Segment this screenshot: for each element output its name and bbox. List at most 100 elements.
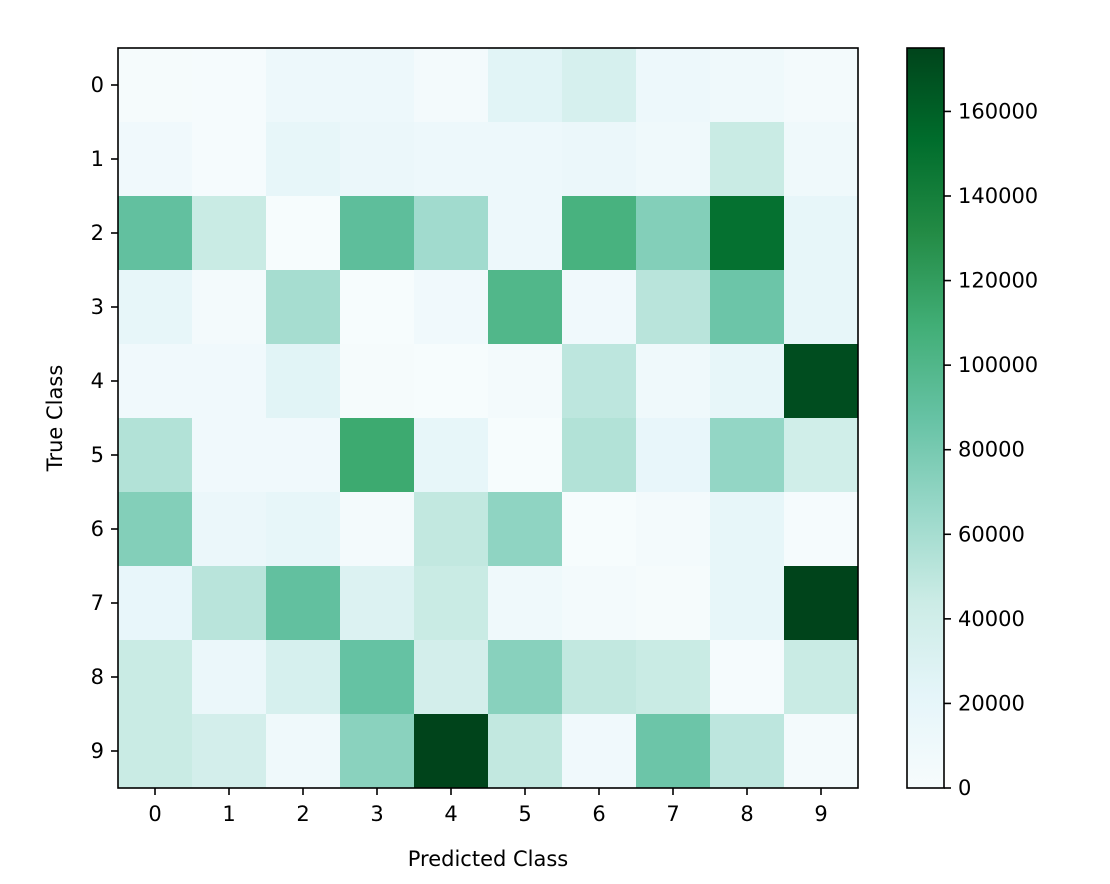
heatmap-cell xyxy=(562,418,637,493)
heatmap-cells xyxy=(118,48,859,789)
x-tick-label: 0 xyxy=(148,802,161,826)
colorbar-tick-label: 80000 xyxy=(958,438,1025,462)
heatmap-cell xyxy=(710,48,785,123)
y-tick-label: 9 xyxy=(91,739,104,763)
heatmap-cell xyxy=(488,196,563,271)
heatmap-cell xyxy=(784,48,859,123)
x-tick-label: 5 xyxy=(518,802,531,826)
colorbar-tick-label: 20000 xyxy=(958,691,1025,715)
heatmap-cell xyxy=(414,418,489,493)
heatmap-cell xyxy=(118,418,193,493)
heatmap-cell xyxy=(192,122,267,197)
heatmap-cell xyxy=(636,418,711,493)
heatmap-cell xyxy=(488,566,563,641)
heatmap-cell xyxy=(710,270,785,345)
heatmap-cell xyxy=(710,714,785,789)
heatmap-cell xyxy=(192,640,267,715)
colorbar-tick-label: 120000 xyxy=(958,269,1038,293)
heatmap-cell xyxy=(562,196,637,271)
y-tick-label: 3 xyxy=(91,295,104,319)
colorbar-tick-label: 140000 xyxy=(958,184,1038,208)
heatmap-cell xyxy=(340,640,415,715)
y-tick-label: 0 xyxy=(91,73,104,97)
heatmap-cell xyxy=(192,270,267,345)
heatmap-cell xyxy=(784,344,859,419)
heatmap-cell xyxy=(192,566,267,641)
heatmap-cell xyxy=(118,714,193,789)
heatmap-cell xyxy=(562,566,637,641)
x-tick-label: 8 xyxy=(740,802,753,826)
heatmap-cell xyxy=(710,492,785,567)
heatmap-cell xyxy=(266,270,341,345)
y-axis-ticks: 0 1 2 3 4 5 6 7 8 9 xyxy=(91,73,118,763)
heatmap-cell xyxy=(118,492,193,567)
heatmap-cell xyxy=(266,640,341,715)
heatmap-cell xyxy=(118,122,193,197)
heatmap-cell xyxy=(266,48,341,123)
heatmap-cell xyxy=(784,640,859,715)
x-axis-ticks: 0 1 2 3 4 5 6 7 8 9 xyxy=(148,788,828,826)
heatmap-cell xyxy=(562,122,637,197)
heatmap-cell xyxy=(414,714,489,789)
heatmap-cell xyxy=(414,196,489,271)
heatmap-cell xyxy=(636,122,711,197)
y-axis-label: True Class xyxy=(43,365,67,473)
heatmap-cell xyxy=(266,492,341,567)
x-tick-label: 6 xyxy=(592,802,605,826)
heatmap-cell xyxy=(192,48,267,123)
heatmap-cell xyxy=(192,344,267,419)
heatmap-cell xyxy=(784,714,859,789)
heatmap-cell xyxy=(488,344,563,419)
heatmap-cell xyxy=(192,714,267,789)
heatmap-cell xyxy=(710,640,785,715)
heatmap-cell xyxy=(340,196,415,271)
heatmap-cell xyxy=(414,122,489,197)
heatmap-cell xyxy=(784,122,859,197)
y-tick-label: 4 xyxy=(91,369,104,393)
heatmap-cell xyxy=(340,48,415,123)
heatmap-cell xyxy=(192,196,267,271)
heatmap-cell xyxy=(562,714,637,789)
y-tick-label: 5 xyxy=(91,443,104,467)
heatmap-cell xyxy=(710,344,785,419)
heatmap-cell xyxy=(636,492,711,567)
heatmap-cell xyxy=(192,492,267,567)
heatmap-cell xyxy=(488,270,563,345)
heatmap-cell xyxy=(266,344,341,419)
heatmap-cell xyxy=(636,640,711,715)
heatmap-cell xyxy=(340,344,415,419)
heatmap-cell xyxy=(340,122,415,197)
heatmap-cell xyxy=(488,418,563,493)
x-tick-label: 1 xyxy=(222,802,235,826)
heatmap-cell xyxy=(266,714,341,789)
heatmap-cell xyxy=(414,344,489,419)
colorbar-tick-label: 0 xyxy=(958,776,971,800)
heatmap-cell xyxy=(414,48,489,123)
y-tick-label: 2 xyxy=(91,221,104,245)
heatmap-cell xyxy=(710,418,785,493)
heatmap-cell xyxy=(414,270,489,345)
heatmap-cell xyxy=(636,714,711,789)
heatmap-cell xyxy=(562,640,637,715)
heatmap-cell xyxy=(192,418,267,493)
heatmap-cell xyxy=(340,418,415,493)
heatmap-cell xyxy=(266,566,341,641)
heatmap-cell xyxy=(488,492,563,567)
colorbar-tick-label: 160000 xyxy=(958,99,1038,123)
heatmap-cell xyxy=(710,196,785,271)
colorbar-ticks: 0 20000 40000 60000 80000 100000 120000 140000 1… xyxy=(944,99,1038,800)
heatmap-cell xyxy=(488,48,563,123)
x-tick-label: 4 xyxy=(444,802,457,826)
heatmap-cell xyxy=(118,196,193,271)
heatmap-cell xyxy=(118,270,193,345)
heatmap-cell xyxy=(488,640,563,715)
heatmap-cell xyxy=(784,196,859,271)
colorbar-tick-label: 100000 xyxy=(958,353,1038,377)
x-tick-label: 7 xyxy=(666,802,679,826)
heatmap-cell xyxy=(784,418,859,493)
heatmap-cell xyxy=(562,492,637,567)
heatmap-cell xyxy=(562,48,637,123)
heatmap-cell xyxy=(266,418,341,493)
x-tick-label: 9 xyxy=(814,802,827,826)
